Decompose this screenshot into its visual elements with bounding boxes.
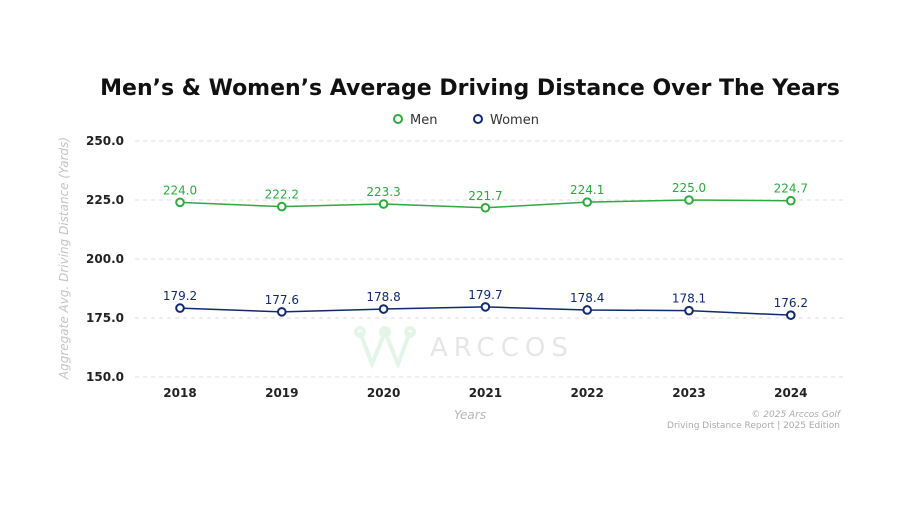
legend-marker-icon	[473, 114, 483, 124]
y-axis-label: Aggregate Avg. Driving Distance (Yards)	[57, 137, 71, 380]
data-point	[480, 302, 491, 312]
data-label: 178.8	[366, 290, 400, 304]
data-label: 176.2	[774, 296, 808, 310]
y-tick-label: 150.0	[86, 370, 124, 384]
y-tick-label: 175.0	[86, 311, 124, 325]
data-point	[582, 305, 593, 315]
data-point	[684, 195, 694, 205]
data-label: 224.1	[570, 183, 604, 197]
data-label: 224.0	[163, 183, 197, 197]
x-tick-label: 2019	[265, 386, 298, 400]
data-label: 222.2	[265, 188, 299, 202]
data-label: 177.6	[265, 293, 299, 307]
data-point	[480, 202, 491, 213]
data-label: 179.7	[468, 288, 502, 302]
data-label: 178.4	[570, 291, 604, 305]
series-women: 179.2 177.6 178.8 179.7 178.4 178.1 176.2	[163, 288, 808, 320]
arccos-watermark: ARCCOS	[354, 326, 574, 370]
data-label: 179.2	[163, 289, 197, 303]
data-point	[277, 307, 287, 317]
data-label: 224.7	[774, 182, 808, 196]
legend-marker-icon	[393, 114, 403, 124]
data-point	[378, 199, 389, 209]
x-tick-label: 2020	[367, 386, 400, 400]
series-men: 224.0 222.2 223.3 221.7 224.1 225.0 224.7	[163, 181, 808, 213]
x-axis-label: Years	[454, 408, 486, 422]
chart-title: Men’s & Women’s Average Driving Distance…	[100, 76, 840, 101]
x-tick-label: 2022	[570, 386, 603, 400]
legend-label: Men	[410, 113, 437, 128]
x-tick-label: 2021	[469, 386, 502, 400]
x-tick-label: 2023	[672, 386, 705, 400]
data-point	[582, 197, 593, 207]
data-label: 178.1	[672, 292, 706, 306]
y-tick-label: 200.0	[86, 252, 124, 266]
watermark-text: ARCCOS	[430, 333, 574, 363]
data-point	[378, 304, 389, 314]
data-point	[175, 197, 185, 208]
data-label: 223.3	[366, 185, 400, 199]
y-tick-label: 225.0	[86, 193, 124, 207]
legend-label: Women	[490, 113, 539, 128]
report-edition: Driving Distance Report | 2025 Edition	[667, 421, 840, 431]
y-tick-label: 250.0	[86, 134, 124, 148]
data-label: 221.7	[468, 189, 502, 203]
crown-logo-icon	[354, 326, 416, 370]
x-tick-label: 2018	[163, 386, 196, 400]
copyright: © 2025 Arccos Golf	[751, 410, 841, 420]
data-point	[277, 201, 287, 212]
data-point	[175, 303, 185, 313]
legend: Men Women	[393, 113, 539, 128]
x-tick-label: 2024	[774, 386, 807, 400]
data-point	[786, 195, 796, 206]
data-label: 225.0	[672, 181, 706, 195]
data-point	[684, 305, 694, 316]
data-point	[786, 310, 796, 320]
